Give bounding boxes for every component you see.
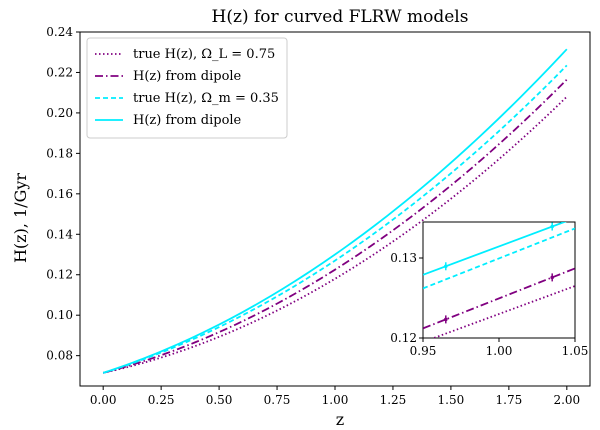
- x-tick-label: 1.00: [322, 393, 349, 407]
- legend-box: [86, 37, 288, 139]
- x-tick-label: 0.25: [148, 393, 175, 407]
- legend-entry-4: H(z) from dipole: [133, 113, 242, 128]
- x-tick-label: 1.25: [380, 393, 407, 407]
- y-tick-label: 0.08: [46, 349, 73, 363]
- inset-line-3: [423, 227, 575, 290]
- x-tick-label: 0.75: [264, 393, 291, 407]
- series-line-3: [102, 64, 568, 374]
- y-tick-label: 0.22: [46, 65, 73, 79]
- y-tick-label: 0.18: [46, 146, 73, 160]
- inset-line-4: [423, 222, 567, 276]
- inset-y-tick-label: 0.12: [390, 331, 417, 345]
- inset-x-tick-label: 0.95: [410, 344, 437, 358]
- y-tick-label: 0.12: [46, 268, 73, 282]
- inset-line-2: [423, 267, 575, 330]
- legend-entry-1: true H(z), Ω_L = 0.75: [133, 47, 275, 62]
- y-tick-label: 0.14: [46, 227, 73, 241]
- inset-x-tick-label: 1.05: [562, 344, 589, 358]
- x-tick-label: 0.00: [90, 393, 117, 407]
- chart-title: H(z) for curved FLRW models: [212, 7, 469, 27]
- inset-point: [550, 224, 554, 229]
- inset-line-1: [431, 285, 575, 338]
- series-line-1: [102, 96, 568, 374]
- x-tick-label: 2.00: [553, 393, 580, 407]
- y-tick-label: 0.24: [46, 25, 73, 39]
- series-line-2: [102, 78, 568, 374]
- x-tick-label: 0.50: [206, 393, 233, 407]
- x-tick-label: 1.75: [496, 393, 523, 407]
- x-tick-label: 1.50: [438, 393, 465, 407]
- y-tick-label: 0.20: [46, 106, 73, 120]
- inset-point: [444, 317, 448, 322]
- series-line-4: [102, 48, 568, 374]
- legend-entry-3: true H(z), Ω_m = 0.35: [133, 91, 279, 106]
- inset-point: [550, 275, 554, 280]
- legend: true H(z), Ω_L = 0.75 H(z) from dipole tru…: [86, 37, 288, 139]
- main-plot-area: 0.00 0.25 0.50 0.75 1.00 1.25 1.50 1.75 2.00 0.08…: [46, 25, 591, 407]
- inset-y-tick-label: 0.13: [390, 251, 417, 265]
- legend-entry-2: H(z) from dipole: [133, 69, 242, 84]
- inset-lines: [423, 222, 575, 338]
- y-tick-label: 0.10: [46, 308, 73, 322]
- y-tick-label: 0.16: [46, 187, 73, 201]
- inset-point: [444, 264, 448, 269]
- x-axis-label: z: [336, 410, 344, 429]
- y-axis-label: H(z), 1/Gyr: [11, 173, 30, 263]
- inset-x-tick-label: 1.00: [486, 344, 513, 358]
- inset-plot-area: 0.95 1.00 1.05 0.12 0.13: [390, 221, 589, 358]
